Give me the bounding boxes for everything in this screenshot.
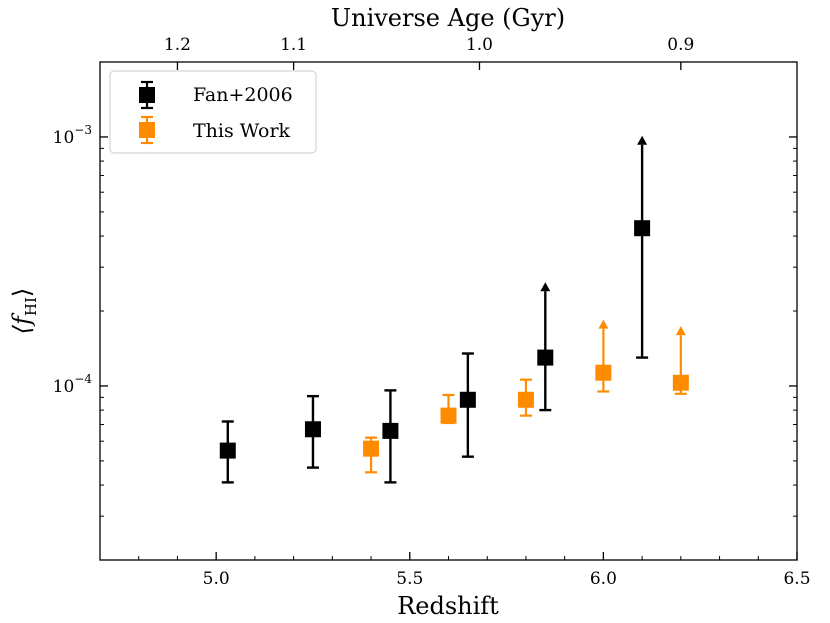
y-axis-title-sub: HI [22,297,40,316]
marker-square [634,220,651,237]
top-axis-title: Universe Age (Gyr) [331,4,565,32]
data-point [304,394,321,469]
legend-square [139,122,155,138]
data-point [595,319,612,393]
x-axis-title: Redshift [397,592,499,620]
x-tick-label: 5.5 [396,569,423,589]
legend-markers [139,80,155,145]
data-point [537,282,554,412]
y-axis-title-close: ⟩ [8,288,36,297]
data-point [634,135,651,359]
lower-limit-arrow [675,326,686,336]
legend-marker-this-work [139,115,155,145]
svg-text:⟨fHI⟩: ⟨fHI⟩ [8,288,40,335]
legend-box [109,70,317,154]
data-layer [219,135,689,484]
lower-limit-arrow [637,135,648,145]
marker-square [517,391,534,408]
top-tick-label: 0.9 [667,35,694,55]
legend: Fan+2006 This Work [109,70,317,154]
y-tick-label: 10−3 [53,123,92,148]
lower-limit-arrow [598,319,609,329]
marker-square [672,374,689,391]
marker-square [219,442,236,459]
legend-label-this-work: This Work [193,120,291,142]
data-point [459,352,476,458]
y-tick-label: 10−4 [53,372,93,397]
legend-label-fan2006: Fan+2006 [193,84,293,106]
data-point [363,436,380,474]
y-axis-title: ⟨fHI⟩ [8,288,40,335]
y-axis-title-main: ⟨f [8,312,36,334]
marker-square [537,349,554,366]
data-point [672,326,689,395]
x-tick-label: 6.5 [783,569,810,589]
marker-square [382,422,399,439]
data-point [440,393,457,425]
legend-marker-fan2006 [139,80,155,110]
data-point [219,420,236,484]
top-tick-label: 1.1 [280,35,307,55]
ticks-layer: 5.0 5.5 6.0 6.5 1.2 1.1 1.0 0.9 10−3 10−4 [53,35,811,589]
lower-limit-arrow [540,282,551,292]
top-tick-label: 1.2 [164,35,191,55]
marker-square [595,364,612,381]
marker-square [304,421,321,438]
legend-square [139,87,155,103]
x-tick-label: 5.0 [203,569,230,589]
data-point [382,389,399,484]
top-tick-label: 1.0 [466,35,493,55]
marker-square [363,440,380,457]
marker-square [459,391,476,408]
marker-square [440,407,457,424]
x-tick-label: 6.0 [590,569,617,589]
data-point [517,378,534,417]
